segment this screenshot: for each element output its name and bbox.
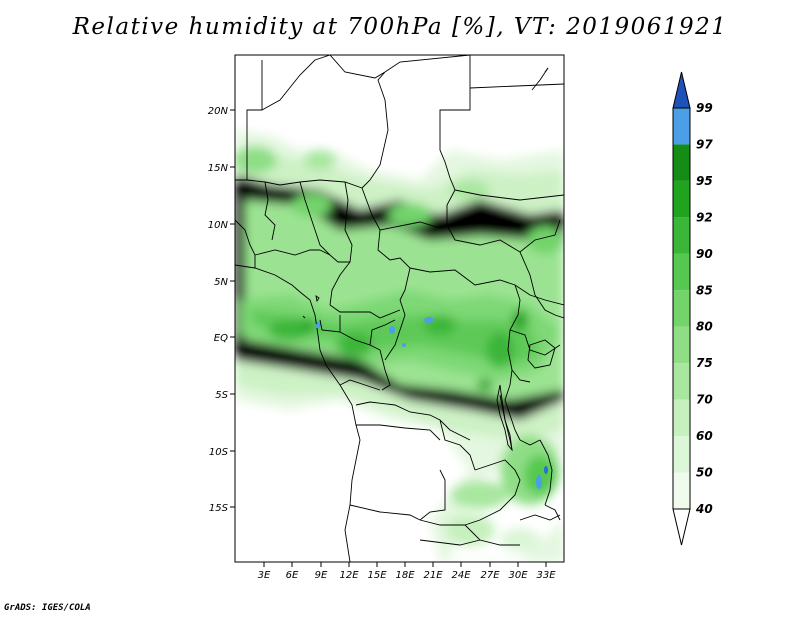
colorbar-box (673, 363, 690, 400)
colorbar-bottom-triangle (672, 508, 691, 546)
colorbar-box (673, 253, 690, 291)
map-frame (234, 54, 565, 563)
colorbar-top-triangle (672, 71, 691, 109)
lat-label: 5N (214, 277, 228, 288)
lon-label: 18E (395, 570, 415, 581)
colorbar-legend: 40 50 60 70 75 80 85 90 92 95 97 99 (672, 71, 713, 546)
colorbar-box (673, 436, 690, 473)
colorbar-label: 90 (696, 247, 713, 261)
lon-label: 21E (423, 570, 443, 581)
colorbar-outline (672, 107, 691, 510)
lon-label: 27E (480, 570, 500, 581)
credit-text: GrADS: IGES/COLA (4, 603, 91, 613)
lon-label: 24E (451, 570, 471, 581)
lon-label: 33E (536, 570, 556, 581)
colorbar-box (673, 290, 690, 327)
lat-label: 15N (208, 163, 229, 174)
colorbar-box (673, 472, 690, 509)
lat-label: 10N (208, 220, 229, 231)
longitude-axis: 3E 6E 9E 12E 15E 18E 21E 24E 27E 30E 33E (258, 562, 556, 581)
colorbar-label: 50 (696, 466, 713, 480)
lat-label: 5S (215, 390, 228, 401)
page-title: Relative humidity at 700hPa [%], VT: 201… (72, 14, 728, 40)
latitude-axis: 20N 15N 10N 5N EQ 5S 10S 15S (208, 106, 235, 514)
colorbar-label: 85 (696, 283, 713, 297)
border-lines (235, 55, 564, 562)
colorbar-label: 80 (696, 320, 713, 334)
colorbar-box (673, 144, 690, 181)
colorbar-label: 95 (696, 174, 713, 188)
lon-label: 12E (339, 570, 359, 581)
colorbar-label: 99 (696, 101, 713, 115)
colorbar-label: 92 (696, 210, 713, 224)
lon-label: 9E (315, 570, 328, 581)
lat-label: 10S (209, 447, 229, 458)
lon-label: 3E (258, 570, 271, 581)
colorbar-box (673, 326, 690, 364)
colorbar-box (673, 180, 690, 218)
colorbar-box (673, 108, 690, 145)
colorbar-box (673, 217, 690, 254)
lon-label: 6E (286, 570, 299, 581)
lon-label: 15E (367, 570, 387, 581)
humidity-field (235, 55, 564, 562)
colorbar-label: 75 (696, 356, 713, 370)
colorbar-label: 40 (695, 502, 713, 516)
lon-label: 30E (508, 570, 528, 581)
colorbar-label: 97 (696, 137, 713, 151)
lat-label: 15S (209, 503, 229, 514)
colorbar-box (673, 399, 690, 437)
colorbar-label: 60 (696, 429, 713, 443)
colorbar-label: 70 (696, 393, 713, 407)
lat-label: 20N (208, 106, 229, 117)
lat-label: EQ (214, 333, 228, 344)
